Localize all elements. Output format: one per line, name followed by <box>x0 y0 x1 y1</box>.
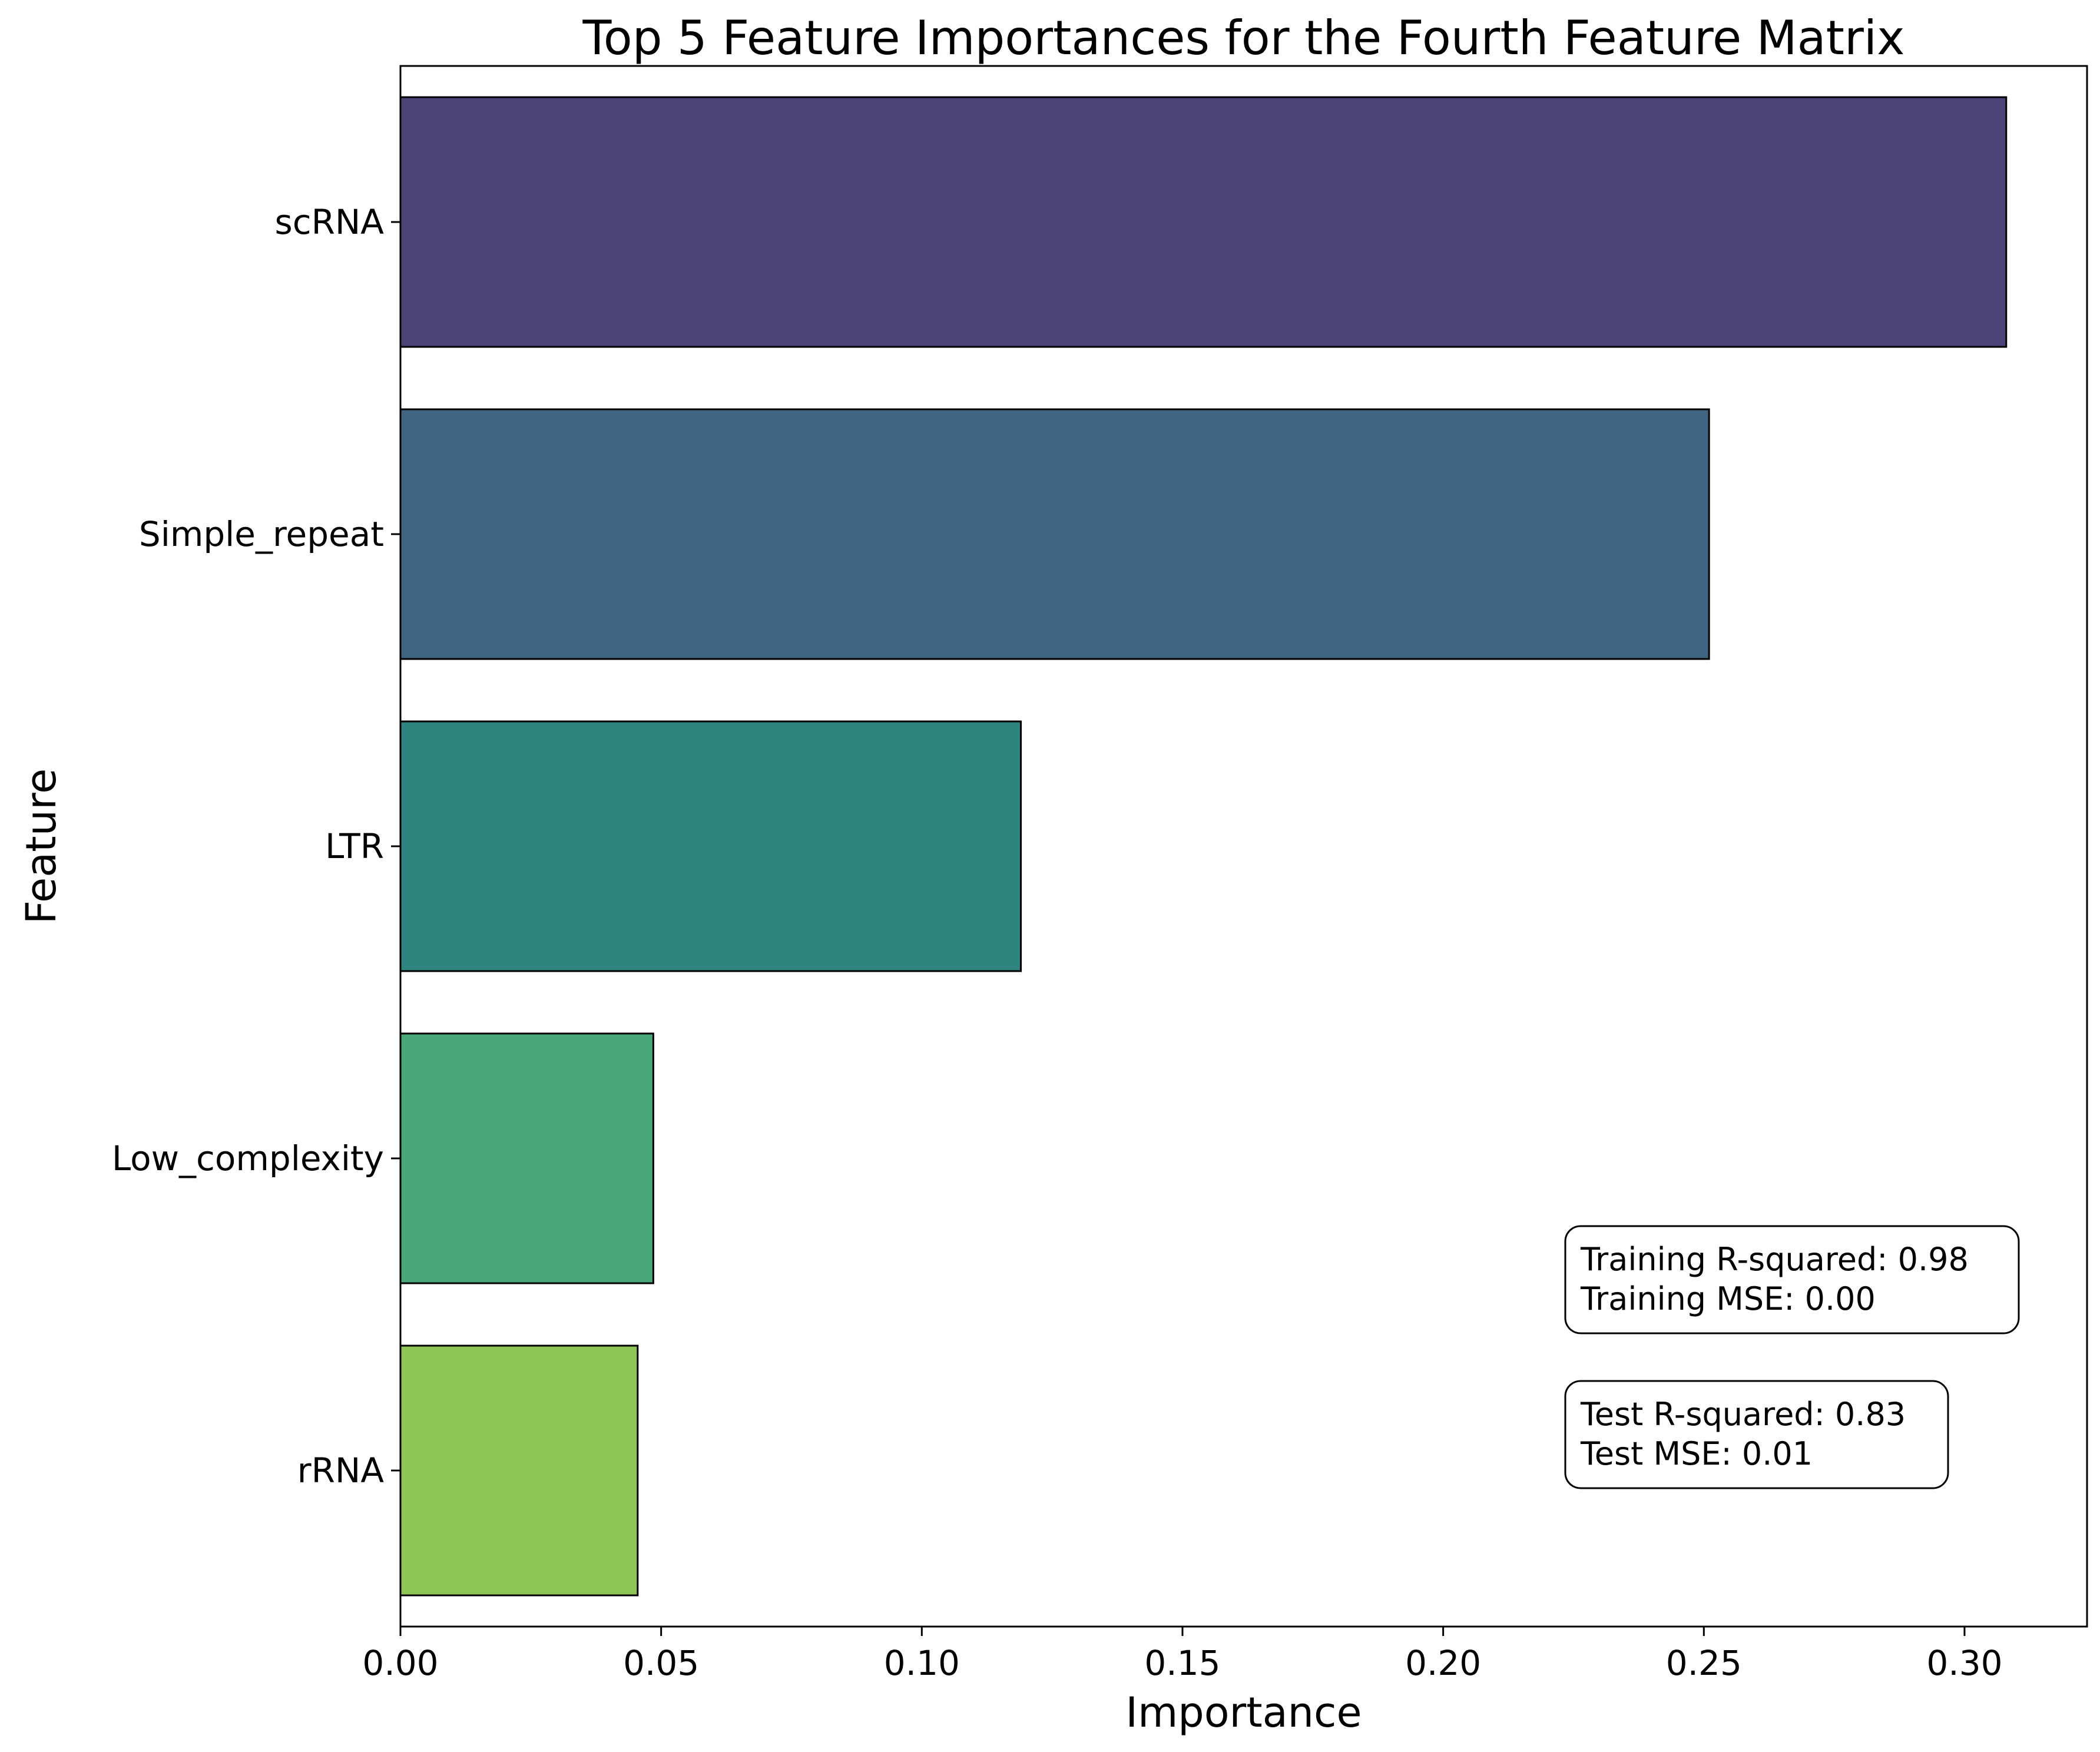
training-mse: Training MSE: 0.00 <box>1580 1280 1876 1317</box>
x-ticks: 0.00 0.05 0.10 0.15 0.20 0.25 0.30 <box>362 1627 2003 1683</box>
x-tick-label-0-30: 0.30 <box>1926 1643 2002 1683</box>
x-tick-label-0-25: 0.25 <box>1666 1643 1742 1683</box>
test-stats-box: Test R-squared: 0.83 Test MSE: 0.01 <box>1564 1380 1949 1489</box>
test-mse: Test MSE: 0.01 <box>1580 1435 1813 1472</box>
y-tick-label-simple-repeat: Simple_repeat <box>139 514 384 554</box>
training-r-squared: Training R-squared: 0.98 <box>1580 1241 1969 1278</box>
y-tick-label-low-complexity: Low_complexity <box>112 1138 384 1178</box>
x-tick-label-0-15: 0.15 <box>1144 1643 1220 1683</box>
bar-ltr <box>399 720 1022 972</box>
x-tick-label-0-20: 0.20 <box>1405 1643 1481 1683</box>
y-tick-label-rrna: rRNA <box>297 1450 385 1491</box>
test-stats-frame <box>1564 1380 1949 1489</box>
test-r-squared: Test R-squared: 0.83 <box>1580 1396 1906 1433</box>
y-tick-label-scrna: scRNA <box>275 202 385 242</box>
y-ticks: scRNA Simple_repeat LTR Low_complexity rRNA <box>112 202 400 1491</box>
bars-layer <box>399 96 2008 1597</box>
x-tick-label-0-10: 0.10 <box>884 1643 960 1683</box>
bar-low-complexity <box>399 1032 654 1284</box>
x-tick-label-0-00: 0.00 <box>362 1643 438 1683</box>
training-stats-box: Training R-squared: 0.98 Training MSE: 0… <box>1564 1225 2020 1334</box>
y-tick-label-ltr: LTR <box>325 826 384 866</box>
training-stats-frame <box>1564 1225 2020 1334</box>
chart-title: Top 5 Feature Importances for the Fourth… <box>582 11 1905 65</box>
bar-rrna <box>399 1344 639 1597</box>
x-axis-label: Importance <box>1125 1688 1362 1737</box>
x-tick-label-0-05: 0.05 <box>623 1643 699 1683</box>
bar-simple-repeat <box>399 408 1710 660</box>
bar-scrna <box>399 96 2008 348</box>
y-axis-label: Feature <box>17 769 65 925</box>
